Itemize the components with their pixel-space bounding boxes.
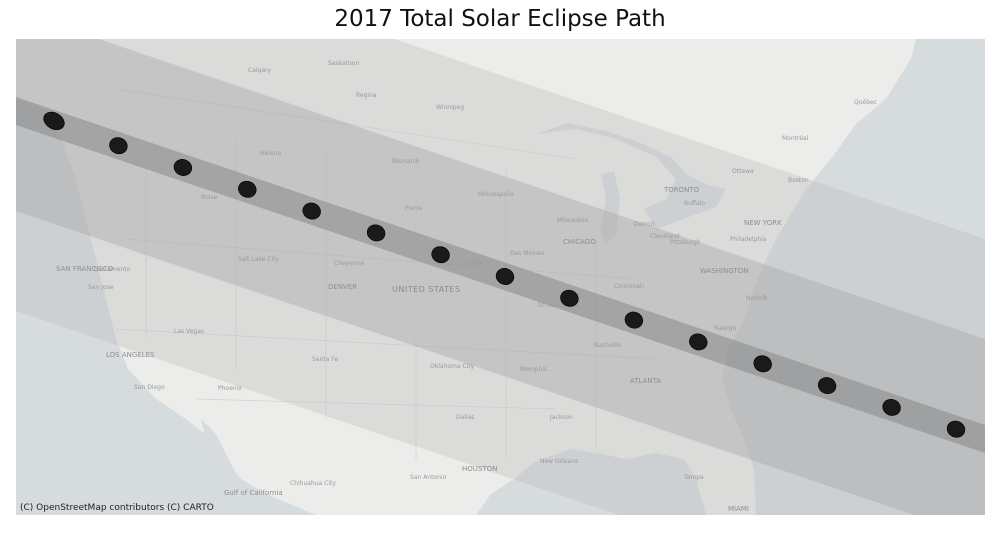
place-label: St. Louis bbox=[538, 302, 563, 309]
place-label: Boise bbox=[201, 194, 218, 201]
place-label: Bismarck bbox=[392, 158, 420, 165]
umbra-shadow-marker bbox=[109, 137, 128, 155]
florida bbox=[696, 439, 738, 515]
umbra-shadow-marker bbox=[366, 224, 386, 242]
umbra-shadow-marker bbox=[753, 355, 772, 373]
map-title: 2017 Total Solar Eclipse Path bbox=[334, 6, 666, 32]
place-label: Québec bbox=[854, 99, 877, 106]
place-label: San Antonio bbox=[410, 474, 447, 481]
umbra-shadow-marker bbox=[624, 311, 644, 329]
place-label: Nashville bbox=[594, 342, 622, 349]
umbra-shadow-marker bbox=[431, 246, 450, 264]
place-label: Regina bbox=[356, 92, 377, 99]
borders bbox=[115, 88, 657, 459]
place-label: Salt Lake City bbox=[238, 256, 280, 263]
place-label: TORONTO bbox=[663, 186, 700, 194]
place-label: Tampa bbox=[683, 474, 704, 481]
place-label: Jackson bbox=[549, 414, 573, 421]
place-label: Minneapolis bbox=[478, 191, 514, 198]
umbra-shadow-marker bbox=[173, 159, 193, 176]
place-label: Helena bbox=[260, 150, 281, 157]
place-label: Las Vegas bbox=[174, 328, 204, 335]
gulf-of-california-water bbox=[201, 419, 256, 515]
place-label: Detroit bbox=[634, 221, 655, 228]
great-lakes bbox=[536, 123, 726, 229]
place-label: Buffalo bbox=[684, 200, 705, 207]
umbra-shadow-marker bbox=[238, 180, 257, 198]
place-label: WASHINGTON bbox=[700, 267, 749, 275]
place-label: Santa Fe bbox=[312, 356, 338, 363]
place-label: ATLANTA bbox=[630, 377, 661, 385]
umbra-shadow-marker bbox=[817, 377, 837, 395]
place-label: Dallas bbox=[456, 414, 474, 421]
place-label: Boston bbox=[788, 177, 809, 184]
umbra-shadow-marker bbox=[946, 420, 966, 438]
place-label: Milwaukee bbox=[557, 217, 589, 224]
place-label: Ottawa bbox=[732, 168, 754, 175]
place-label: Des Moines bbox=[510, 250, 544, 257]
place-label: Philadelphia bbox=[730, 236, 767, 243]
place-label: Omaha bbox=[460, 260, 482, 267]
place-label: UNITED STATES bbox=[392, 285, 461, 294]
map-attribution: (C) OpenStreetMap contributors (C) CARTO bbox=[20, 503, 214, 513]
place-label: Gulf of California bbox=[224, 489, 283, 497]
place-label: Winnipeg bbox=[436, 104, 464, 111]
place-label: DENVER bbox=[328, 283, 357, 291]
place-label: San Diego bbox=[134, 384, 165, 391]
place-label: Pierre bbox=[405, 205, 423, 212]
place-label: Montréal bbox=[782, 135, 809, 142]
place-label: Pittsburgh bbox=[670, 239, 701, 246]
place-label: Saskatoon bbox=[328, 60, 359, 67]
place-label: Chihuahua City bbox=[290, 480, 336, 487]
umbra-shadow-marker bbox=[302, 202, 321, 220]
umbra-shadow-marker bbox=[43, 111, 65, 131]
umbra-shadow-marker bbox=[560, 289, 579, 307]
place-label: New Orleans bbox=[540, 458, 578, 465]
map-canvas[interactable]: Calgary Saskatoon Regina Winnipeg Helena… bbox=[16, 39, 985, 515]
place-label: Cincinnati bbox=[614, 283, 644, 290]
place-label: Sacramento bbox=[94, 266, 131, 273]
place-label: SAN FRANCISCO bbox=[56, 265, 114, 273]
place-label: Norfolk bbox=[746, 295, 768, 302]
umbra-shadow-marker bbox=[495, 268, 515, 285]
place-label: LOS ANGELES bbox=[106, 351, 155, 359]
landmass-north-america bbox=[16, 39, 916, 515]
lake-michigan bbox=[600, 171, 620, 244]
place-label: Phoenix bbox=[218, 385, 242, 392]
place-labels: Calgary Saskatoon Regina Winnipeg Helena… bbox=[56, 60, 877, 513]
place-label: NEW YORK bbox=[744, 219, 782, 227]
place-label: Cheyenne bbox=[334, 260, 365, 267]
place-label: MIAMI bbox=[728, 505, 749, 513]
place-label: Calgary bbox=[248, 67, 271, 74]
place-label: HOUSTON bbox=[462, 465, 497, 473]
place-label: CHICAGO bbox=[563, 238, 596, 246]
umbra-shadow-marker bbox=[882, 398, 901, 416]
place-label: Oklahoma City bbox=[430, 363, 475, 370]
place-label: Memphis bbox=[520, 366, 547, 373]
place-label: Cleveland bbox=[650, 233, 680, 240]
place-label: Raleigh bbox=[714, 325, 737, 332]
place-label: San Jose bbox=[88, 284, 114, 291]
umbra-shadow-marker bbox=[689, 333, 708, 351]
map-svg: Calgary Saskatoon Regina Winnipeg Helena… bbox=[16, 39, 985, 515]
shadow-markers bbox=[43, 111, 966, 438]
